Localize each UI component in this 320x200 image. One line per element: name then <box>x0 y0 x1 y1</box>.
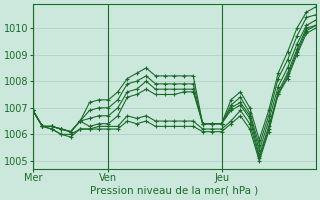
X-axis label: Pression niveau de la mer( hPa ): Pression niveau de la mer( hPa ) <box>90 186 259 196</box>
